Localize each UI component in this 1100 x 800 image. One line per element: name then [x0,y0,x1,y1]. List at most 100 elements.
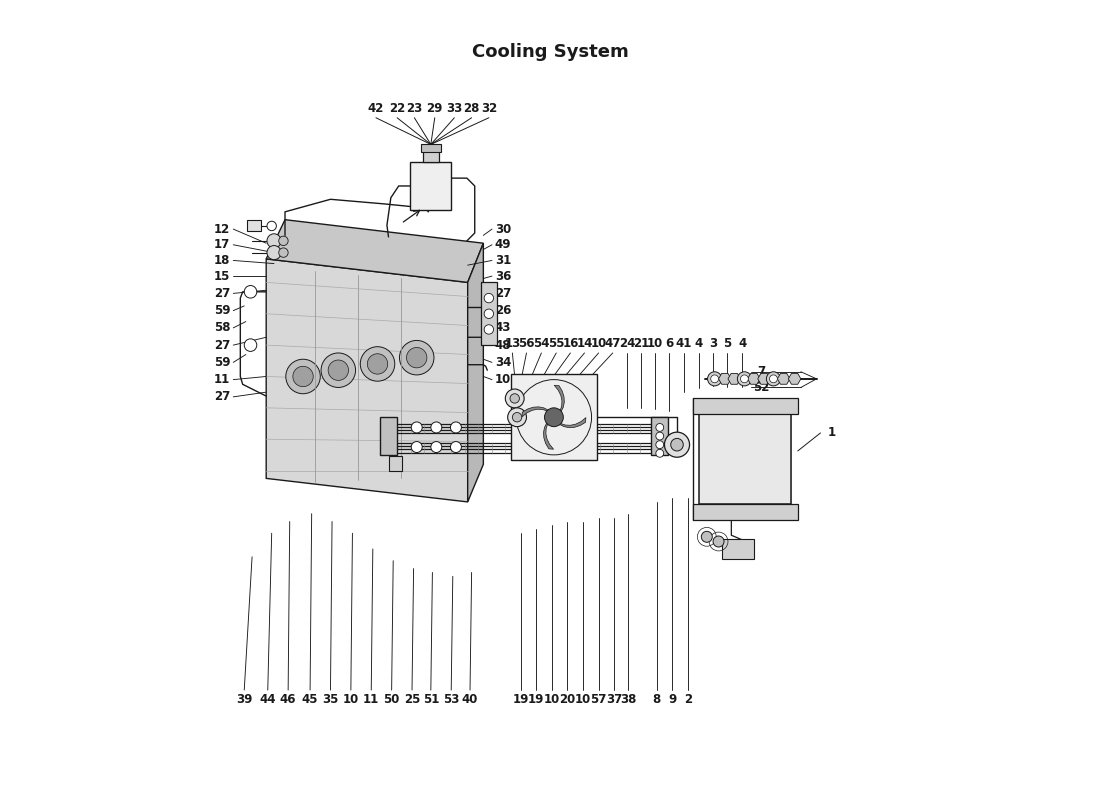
Circle shape [278,236,288,246]
Text: 27: 27 [214,338,230,352]
Circle shape [656,423,663,431]
Polygon shape [543,418,554,450]
Polygon shape [266,259,468,502]
Text: 10: 10 [495,373,512,386]
Text: 11: 11 [214,373,230,386]
Circle shape [411,422,422,433]
Text: 45: 45 [301,693,318,706]
Circle shape [740,375,748,382]
Circle shape [293,366,314,386]
Circle shape [328,360,349,380]
Circle shape [505,389,524,408]
Bar [389,457,402,470]
Text: 12: 12 [214,222,230,235]
Circle shape [656,432,663,440]
Circle shape [664,432,690,458]
Bar [420,145,441,152]
Text: 57: 57 [591,693,607,706]
Text: 10: 10 [543,693,560,706]
Text: 5: 5 [723,337,732,350]
Text: 29: 29 [427,102,443,115]
Text: 4: 4 [695,337,703,350]
Circle shape [411,442,422,453]
Text: 59: 59 [214,356,231,369]
Circle shape [244,286,256,298]
Text: 19: 19 [513,693,529,706]
Text: 38: 38 [620,693,637,706]
Circle shape [450,422,461,433]
Text: 34: 34 [495,356,512,369]
Circle shape [267,222,276,230]
Text: 26: 26 [495,304,512,317]
FancyBboxPatch shape [410,162,451,210]
Text: 46: 46 [279,693,296,706]
Text: 10: 10 [591,337,607,350]
Circle shape [407,347,427,368]
Bar [693,398,798,414]
Text: 4: 4 [738,337,746,350]
Text: 3: 3 [710,337,717,350]
Bar [481,282,497,345]
Text: 18: 18 [214,254,231,267]
Text: 39: 39 [236,693,252,706]
Bar [246,221,261,231]
Text: 6: 6 [666,337,673,350]
Text: 54: 54 [534,337,550,350]
Circle shape [707,372,722,386]
Text: 49: 49 [495,238,512,251]
Circle shape [711,375,718,382]
Text: 40: 40 [462,693,478,706]
Text: 59: 59 [214,304,231,317]
Text: 52: 52 [754,381,770,394]
Text: 22: 22 [389,102,405,115]
Circle shape [656,450,663,458]
Text: 42: 42 [367,102,384,115]
Circle shape [702,531,713,542]
Text: 20: 20 [559,693,575,706]
Bar [693,504,798,519]
Text: 7: 7 [758,366,766,378]
Circle shape [450,442,461,453]
Polygon shape [778,374,790,384]
Text: 32: 32 [481,102,497,115]
Text: 25: 25 [404,693,420,706]
Circle shape [267,246,282,260]
Text: 9: 9 [668,693,676,706]
Circle shape [431,442,442,453]
Text: 17: 17 [214,238,230,251]
Circle shape [431,422,442,433]
Text: 27: 27 [495,287,512,300]
Circle shape [278,248,288,258]
Text: 33: 33 [447,102,462,115]
Text: 31: 31 [495,254,512,267]
Polygon shape [521,407,554,418]
Circle shape [484,294,494,302]
Text: 58: 58 [214,322,231,334]
Text: 13: 13 [504,337,520,350]
Bar [722,539,755,558]
Text: 55: 55 [548,337,564,350]
Text: 56: 56 [518,337,535,350]
Circle shape [510,394,519,403]
Text: 30: 30 [495,222,512,235]
Polygon shape [468,243,483,502]
Bar [424,149,439,162]
Bar [651,418,669,455]
Polygon shape [748,374,760,384]
Text: 35: 35 [322,693,339,706]
Bar [379,418,397,455]
Text: 37: 37 [606,693,623,706]
Text: 27: 27 [214,390,230,403]
Circle shape [267,234,282,248]
Polygon shape [728,374,740,384]
Bar [510,374,597,460]
Polygon shape [718,374,732,384]
Circle shape [367,354,387,374]
Circle shape [361,346,395,381]
Circle shape [321,353,355,387]
Text: 21: 21 [632,337,649,350]
Text: 41: 41 [675,337,692,350]
Text: 47: 47 [605,337,620,350]
Circle shape [484,325,494,334]
Text: 11: 11 [363,693,379,706]
